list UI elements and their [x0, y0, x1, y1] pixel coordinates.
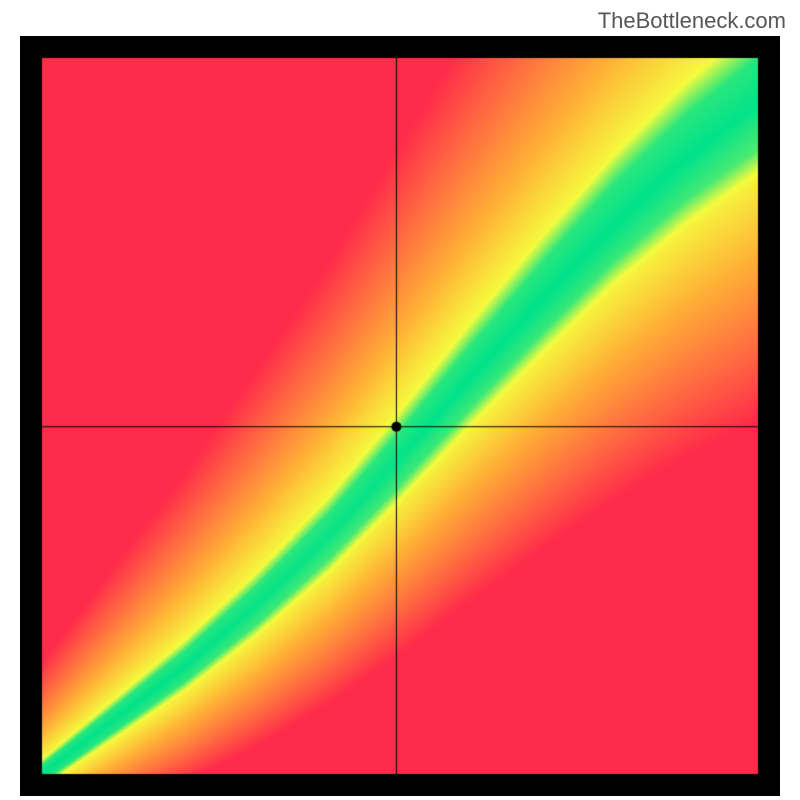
heatmap-canvas — [20, 36, 780, 796]
watermark-text: TheBottleneck.com — [598, 8, 786, 34]
bottleneck-heatmap — [20, 36, 780, 796]
